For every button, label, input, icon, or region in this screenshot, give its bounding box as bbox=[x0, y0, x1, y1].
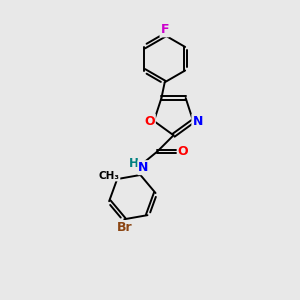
Text: N: N bbox=[138, 161, 149, 174]
Text: O: O bbox=[144, 115, 155, 128]
Text: H: H bbox=[129, 157, 139, 170]
Text: Br: Br bbox=[116, 221, 132, 234]
Text: CH₃: CH₃ bbox=[98, 170, 119, 181]
Text: O: O bbox=[178, 145, 188, 158]
Text: N: N bbox=[192, 115, 203, 128]
Text: F: F bbox=[160, 23, 169, 36]
